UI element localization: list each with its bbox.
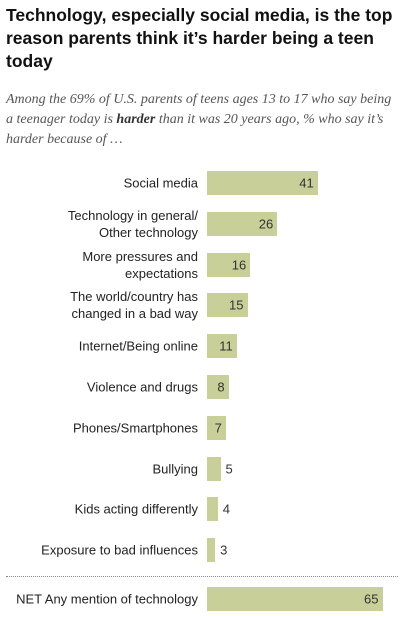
category-label: Kids acting differently	[74, 501, 198, 517]
bar	[207, 252, 251, 277]
category-label: The world/country has changed in a bad w…	[70, 289, 198, 322]
value-label: 8	[217, 379, 225, 395]
category-label: Phones/Smartphones	[72, 420, 198, 436]
category-label: Technology in general/ Other technology	[67, 207, 198, 240]
subtitle-text: Among the 69% of U.S. parents of teens a…	[6, 92, 392, 127]
category-label: Bullying	[152, 461, 198, 477]
category-label: Violence and drugs	[86, 379, 198, 395]
value-label: 26	[258, 216, 274, 232]
value-label: 65	[364, 591, 379, 607]
bar	[207, 456, 221, 481]
category-label: More pressures and expectations	[82, 248, 198, 281]
value-label: 5	[225, 461, 233, 477]
bar	[207, 293, 248, 318]
subtitle-text: than it was 20 years ago, % who say it’s…	[6, 112, 384, 147]
category-label: Internet/Being online	[78, 338, 198, 354]
divider	[6, 576, 398, 577]
category-label: Exposure to bad influences	[41, 542, 198, 558]
bar	[207, 415, 226, 440]
value-label: 7	[214, 420, 222, 436]
value-label: 15	[229, 297, 244, 313]
bar	[207, 587, 383, 611]
chart-subtitle: Among the 69% of U.S. parents of teens a…	[6, 90, 398, 150]
chart-title: Technology, especially social media, is …	[6, 5, 393, 71]
value-label: 41	[299, 175, 314, 191]
value-label: 4	[222, 501, 231, 517]
value-label: 3	[220, 542, 228, 558]
subtitle-emphasis: harder	[116, 112, 156, 127]
bar	[207, 171, 318, 195]
bar	[207, 211, 278, 236]
bar	[207, 375, 229, 399]
category-label: Social media	[123, 175, 198, 191]
value-label: 11	[219, 338, 233, 354]
bar	[207, 538, 216, 563]
value-label: 16	[231, 257, 247, 273]
bar	[207, 497, 218, 522]
bar	[207, 334, 237, 359]
category-label: NET Any mention of technology	[16, 591, 198, 607]
